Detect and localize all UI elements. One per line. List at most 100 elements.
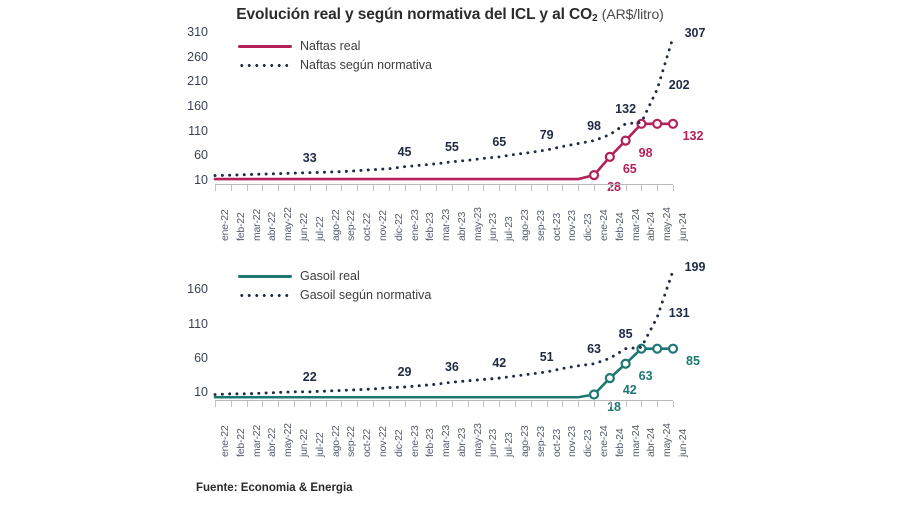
x-tick — [293, 185, 295, 191]
x-tick-label: abr-22 — [266, 211, 279, 241]
x-tick-label: abr-23 — [455, 427, 468, 457]
data-value-label: 85 — [686, 353, 700, 368]
data-value-label: 79 — [539, 127, 554, 142]
x-tick-label: may-22 — [282, 207, 295, 241]
data-value-label: 63 — [638, 368, 653, 383]
x-tick — [357, 185, 359, 191]
x-tick-label: mar-24 — [629, 424, 642, 457]
data-value-label: 42 — [622, 383, 637, 398]
x-tick — [625, 401, 627, 407]
legend-item-naftas-normativa[interactable]: Naftas según normativa — [236, 57, 432, 76]
x-tick — [641, 401, 643, 407]
x-tick-label: abr-22 — [266, 427, 279, 457]
series-marker — [620, 358, 631, 369]
legend-item-gasoil-normativa[interactable]: Gasoil según normativa — [236, 287, 431, 306]
y-tick-label: 10 — [194, 385, 208, 399]
x-tick-label: ene-24 — [598, 209, 611, 242]
x-tick-label: nov-23 — [566, 210, 579, 241]
x-tick-label: ago-23 — [519, 425, 532, 458]
x-axis-ticks-gasoil — [215, 401, 674, 407]
x-tick-label: abr-24 — [645, 211, 658, 241]
legend-item-naftas-real[interactable]: Naftas real — [236, 38, 432, 57]
page-title: Evolución real y según normativa del ICL… — [0, 6, 900, 24]
y-tick-label: 160 — [187, 99, 208, 113]
x-tick-label: feb-23 — [424, 212, 437, 241]
data-value-label: 98 — [638, 145, 653, 160]
data-value-label: 36 — [444, 360, 459, 375]
x-tick — [404, 185, 406, 191]
x-tick-label: mar-22 — [250, 208, 263, 241]
x-tick — [673, 401, 674, 407]
x-tick-label: dic-22 — [392, 429, 405, 457]
x-tick-label: dic-22 — [392, 213, 405, 241]
x-tick-label: oct-23 — [550, 213, 563, 241]
x-tick-label: mar-23 — [440, 208, 453, 241]
x-tick — [594, 401, 596, 407]
x-tick — [230, 401, 232, 407]
x-tick-label: sep-22 — [345, 210, 358, 241]
x-tick-label: may-24 — [661, 423, 674, 457]
x-tick-label: jun-24 — [677, 213, 689, 241]
x-tick — [278, 401, 280, 407]
x-tick-label: jun-22 — [297, 213, 310, 241]
x-tick — [436, 401, 438, 407]
x-tick-label: sep-23 — [534, 426, 547, 457]
x-tick — [309, 401, 311, 407]
legend-label-gasoil-real: Gasoil real — [300, 268, 360, 283]
data-value-label: 33 — [302, 150, 317, 165]
x-tick-label: oct-23 — [550, 429, 563, 457]
x-tick — [436, 185, 438, 191]
x-tick-label: ene-23 — [408, 425, 421, 458]
x-tick — [357, 401, 359, 407]
legend-item-gasoil-real[interactable]: Gasoil real — [236, 268, 431, 287]
x-tick-label: ene-22 — [219, 209, 231, 242]
x-tick-label: ene-22 — [219, 425, 231, 458]
x-tick — [625, 185, 627, 191]
x-tick-label: sep-22 — [345, 426, 358, 457]
x-tick — [546, 185, 548, 191]
x-tick-label: jul-22 — [313, 216, 326, 241]
y-tick-label: 10 — [194, 173, 208, 187]
x-tick — [372, 401, 374, 407]
x-tick-label: feb-24 — [613, 428, 626, 457]
series-marker — [667, 118, 679, 129]
line-dotted-icon — [236, 289, 294, 301]
x-tick-label: oct-22 — [361, 213, 374, 241]
series-marker — [636, 343, 647, 354]
data-value-label: 65 — [492, 134, 507, 149]
x-tick — [499, 401, 501, 407]
x-tick — [578, 401, 580, 407]
data-value-label: 63 — [587, 341, 601, 356]
legend-label-naftas-real: Naftas real — [300, 38, 361, 53]
x-tick — [609, 401, 611, 407]
x-tick-label: ene-24 — [598, 425, 611, 458]
x-tick-label: dic-23 — [582, 213, 595, 241]
data-value-label: 98 — [587, 118, 601, 133]
legend-label-naftas-normativa: Naftas según normativa — [300, 57, 433, 72]
x-tick — [499, 185, 501, 191]
data-value-label: 131 — [668, 306, 690, 321]
x-tick — [420, 185, 422, 191]
x-tick — [578, 185, 580, 191]
line-solid-icon — [236, 40, 294, 52]
x-tick-label: nov-22 — [376, 426, 389, 457]
legend-naftas: Naftas real Naftas según normativa — [236, 38, 432, 76]
data-value-label: 51 — [539, 349, 554, 364]
y-axis-naftas: 310 260 210 160 110 60 10 — [162, 25, 208, 187]
x-tick — [325, 401, 327, 407]
series-marker — [588, 389, 600, 400]
series-marker — [652, 118, 663, 129]
x-tick — [515, 185, 517, 191]
x-tick-label: may-23 — [471, 423, 484, 457]
y-tick-label: 60 — [194, 350, 208, 365]
x-tick — [388, 185, 390, 191]
y-tick-label: 160 — [187, 282, 208, 297]
data-value-label: 22 — [302, 369, 317, 384]
x-tick — [657, 401, 659, 407]
x-tick-label: dic-23 — [582, 429, 595, 457]
x-tick — [215, 401, 216, 407]
line-solid-icon — [236, 270, 294, 282]
x-tick — [309, 185, 311, 191]
x-tick-label: may-23 — [471, 207, 484, 241]
title-subscript: 2 — [592, 13, 598, 24]
